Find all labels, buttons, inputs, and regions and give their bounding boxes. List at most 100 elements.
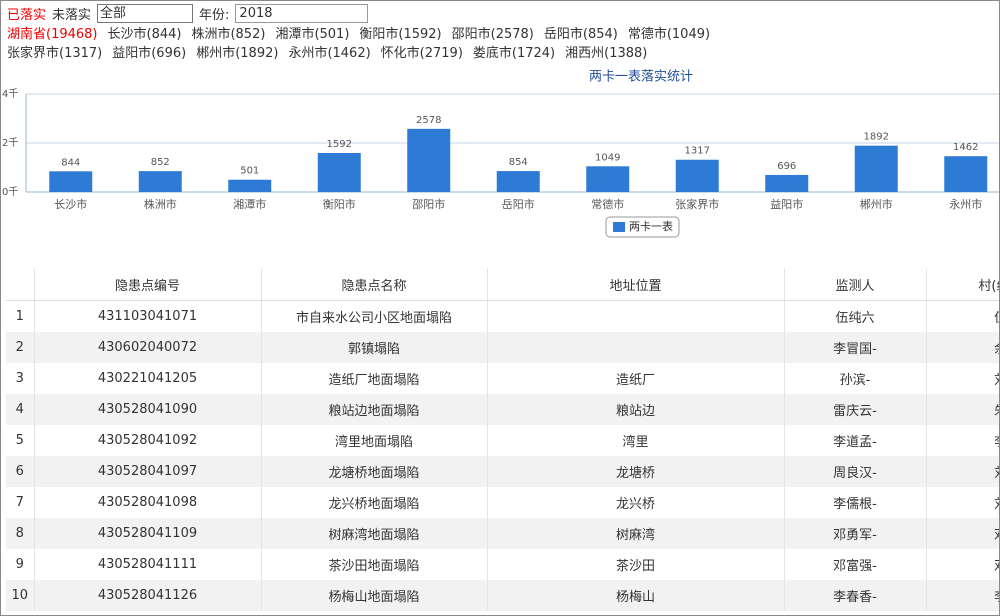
- toolbar: 已落实 未落实 全部 年份: 2018: [7, 3, 369, 23]
- region-link[interactable]: 株洲市(852): [191, 27, 266, 42]
- value-label: 1462: [953, 142, 978, 153]
- table-cell: 李春香-: [784, 580, 927, 611]
- table-cell: 邓富强-: [784, 549, 927, 580]
- x-tick-label: 长沙市: [54, 197, 87, 211]
- table-cell: 430221041205: [34, 363, 262, 394]
- region-link[interactable]: 衡阳市(1592): [359, 27, 442, 42]
- value-label: 1049: [595, 152, 620, 163]
- table-cell: 孙滨-: [784, 363, 927, 394]
- table-cell: 龙塘桥地面塌陷: [261, 456, 488, 487]
- value-label: 696: [777, 161, 796, 172]
- row-number: 2: [6, 332, 35, 363]
- table-cell: 刘旭花-: [926, 363, 999, 394]
- region-link[interactable]: 郴州市(1892): [196, 46, 279, 61]
- table-cell: 伍纯六-: [926, 300, 999, 332]
- x-tick-label: 株洲市: [144, 197, 177, 211]
- table-cell: 430528041109: [34, 518, 262, 549]
- table-cell: 湾里地面塌陷: [261, 425, 488, 456]
- x-tick-label: 郴州市: [860, 197, 893, 211]
- region-link[interactable]: 常德市(1049): [627, 27, 711, 42]
- table-cell: 树麻湾: [487, 518, 785, 549]
- header-cell: 隐患点编号: [34, 269, 262, 301]
- region-link[interactable]: 湖南省(19468): [7, 27, 98, 42]
- region-link[interactable]: 长沙市(844): [107, 27, 182, 42]
- row-number: 9: [6, 549, 35, 580]
- region-link[interactable]: 岳阳市(854): [543, 27, 618, 42]
- region-link[interactable]: 永州市(1462): [288, 46, 371, 61]
- table-cell: 树麻湾地面塌陷: [261, 518, 488, 549]
- row-number: 3: [6, 363, 35, 394]
- table-cell: 余长斌-: [926, 332, 999, 363]
- bar: [138, 171, 182, 192]
- region-link[interactable]: 娄底市(1724): [472, 46, 556, 61]
- table-cell: 李儒根-: [784, 487, 927, 518]
- bar: [765, 174, 809, 192]
- table-cell: 茶沙田: [487, 549, 785, 580]
- table-cell: 粮站边地面塌陷: [261, 394, 488, 425]
- filter-unimplemented[interactable]: 未落实: [52, 7, 92, 23]
- bar: [675, 159, 719, 192]
- value-label: 852: [151, 157, 170, 168]
- value-label: 1892: [864, 132, 889, 143]
- header-cell: 村(组)负责人: [926, 269, 999, 301]
- table-cell: 粮站边: [487, 394, 785, 425]
- region-link[interactable]: 张家界市(1317): [7, 46, 103, 61]
- table-cell: 李冒国-: [784, 332, 927, 363]
- table-cell: 周良汉-: [784, 456, 927, 487]
- table-cell: 邓富强-: [926, 549, 999, 580]
- x-tick-label: 湘潭市: [233, 197, 266, 211]
- row-number: 6: [6, 456, 35, 487]
- filter-implemented[interactable]: 已落实: [7, 7, 47, 23]
- row-number: 1: [6, 300, 35, 332]
- table-cell: 茶沙田地面塌陷: [261, 549, 488, 580]
- bar: [944, 156, 988, 192]
- bar: [49, 171, 93, 192]
- table-cell: 龙兴桥地面塌陷: [261, 487, 488, 518]
- value-label: 1317: [685, 146, 710, 157]
- table-cell: 湾里: [487, 425, 785, 456]
- row-number: 4: [6, 394, 35, 425]
- table-cell: 430528041097: [34, 456, 262, 487]
- x-tick-label: 衡阳市: [323, 197, 356, 211]
- table-cell: 430528041098: [34, 487, 262, 518]
- table-cell: 市自来水公司小区地面塌陷: [261, 300, 488, 332]
- table-cell: 431103041071: [34, 300, 262, 332]
- table-cell: 李道孟-: [784, 425, 927, 456]
- x-tick-label: 常德市: [591, 197, 624, 211]
- select[interactable]: 全部: [97, 3, 194, 23]
- table-cell: 雷庆云-: [784, 394, 927, 425]
- x-tick-label: 永州市: [949, 197, 982, 211]
- year-input[interactable]: 2018: [235, 3, 369, 23]
- region-link[interactable]: 湘潭市(501): [275, 27, 350, 42]
- region-link[interactable]: 湘西州(1388): [565, 46, 648, 61]
- region-link[interactable]: 益阳市(696): [112, 46, 187, 61]
- table-cell: 刘绍举-: [926, 487, 999, 518]
- chart-title: 两卡一表落实统计: [589, 70, 693, 85]
- table-cell: 430528041090: [34, 394, 262, 425]
- x-tick-label: 益阳市: [770, 197, 803, 211]
- header-cell: 地址位置: [487, 269, 785, 301]
- row-number: 7: [6, 487, 35, 518]
- table-cell: 430528041126: [34, 580, 262, 611]
- region-link[interactable]: 邵阳市(2578): [451, 27, 534, 42]
- x-tick-label: 岳阳市: [502, 197, 535, 211]
- table-cell: 邓勇军-: [926, 518, 999, 549]
- legend-swatch: [613, 222, 625, 232]
- bar: [317, 152, 361, 192]
- region-row: 张家界市(1317) 益阳市(696) 郴州市(1892) 永州市(1462) 怀化市(…: [7, 42, 647, 61]
- x-tick-label: 张家界市: [675, 197, 719, 211]
- value-label: 501: [240, 166, 259, 177]
- y-tick-label: 2千: [2, 137, 18, 149]
- region-link[interactable]: 怀化市(2719): [380, 46, 463, 61]
- table-cell: 李春香-: [926, 580, 999, 611]
